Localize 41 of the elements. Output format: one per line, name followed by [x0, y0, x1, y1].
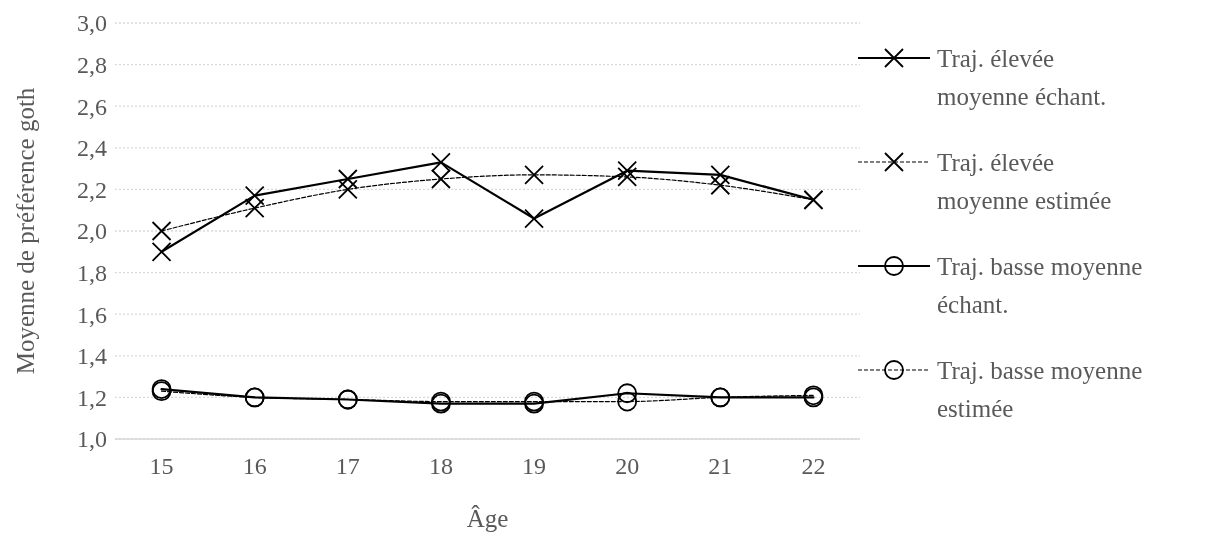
legend-label: Traj. basse moyenne estimée — [937, 356, 1143, 422]
y-tick-label: 2,0 — [77, 218, 107, 245]
y-tick-label: 1,2 — [77, 384, 107, 411]
y-tick-label: 1,6 — [77, 301, 107, 328]
y-tick-label: 1,4 — [77, 343, 107, 370]
point — [710, 164, 731, 185]
x-tick-label: 22 — [801, 453, 826, 479]
point — [431, 169, 451, 189]
x-tick-label: 17 — [335, 453, 360, 479]
x-tick-label: 20 — [615, 453, 640, 479]
point — [524, 164, 544, 185]
x-tick-label: 18 — [428, 453, 453, 479]
y-tick-label: 3,0 — [77, 10, 107, 37]
point — [337, 169, 358, 189]
point — [710, 175, 731, 196]
legend-label: Traj. basse moyenne échant. — [937, 252, 1143, 318]
point — [524, 208, 544, 229]
point — [617, 383, 638, 404]
point — [337, 179, 358, 200]
y-tick-label: 2,4 — [77, 135, 107, 162]
point — [431, 152, 451, 173]
point — [151, 241, 172, 262]
y-tick-label: 1,8 — [77, 260, 107, 286]
x-axis-title: Âge — [466, 505, 509, 532]
x-tick-label: 19 — [522, 453, 547, 479]
y-tick-label: 2,6 — [77, 93, 107, 120]
point — [244, 185, 265, 206]
y-tick-label: 1,0 — [77, 426, 107, 453]
x-tick-label: 15 — [149, 453, 174, 479]
point — [617, 160, 638, 181]
y-tick-label: 2,2 — [77, 176, 107, 203]
legend-label: Traj. élevée moyenne estimée — [937, 148, 1112, 214]
y-tick-label: 2,8 — [77, 52, 107, 78]
legend-label: Traj. élevée moyenne échant. — [937, 44, 1107, 110]
point — [617, 167, 638, 187]
point — [244, 198, 265, 219]
x-tick-label: 16 — [242, 453, 267, 479]
x-tick-label: 21 — [708, 453, 733, 479]
point — [617, 391, 638, 412]
point — [151, 221, 172, 241]
y-axis-title: Moyenne de préférence goth — [12, 87, 39, 375]
